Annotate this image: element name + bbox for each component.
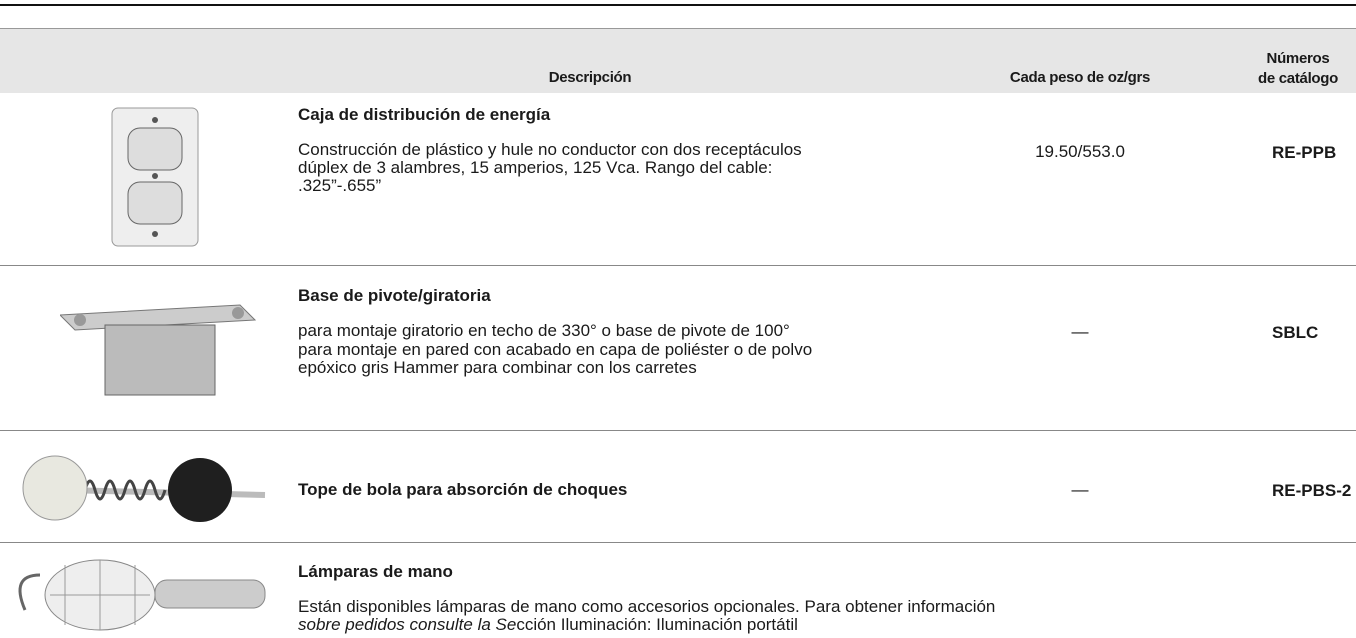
header-catalog: de catálogo: [1257, 70, 1339, 87]
header-band: [0, 28, 1356, 93]
item-description: Están disponibles lámparas de mano como …: [298, 597, 996, 616]
row-divider: [0, 542, 1356, 543]
item-description: para montaje en pared con acabado en cap…: [298, 340, 813, 359]
item-title: Lámparas de mano: [298, 562, 453, 581]
item-catalog: SBLC: [1272, 323, 1319, 342]
header-catalog: Números: [1266, 50, 1330, 67]
item-description: .325”-.655”: [298, 176, 382, 195]
product-image: [18, 559, 266, 631]
italic-text: sobre pedidos consulte la Se: [298, 615, 517, 634]
item-catalog: RE-PBS-2: [1272, 481, 1352, 500]
product-image: [111, 107, 199, 247]
item-weight: —: [1071, 480, 1089, 499]
row-divider: [0, 265, 1356, 266]
item-weight: —: [1071, 322, 1089, 341]
header-description: Descripción: [548, 69, 632, 86]
item-title: Base de pivote/giratoria: [298, 286, 491, 305]
item-title: Tope de bola para absorción de choques: [298, 480, 628, 499]
item-description: dúplex de 3 alambres, 15 amperios, 125 V…: [298, 158, 773, 177]
item-description: para montaje giratorio en techo de 330° …: [298, 321, 790, 340]
item-catalog: RE-PPB: [1272, 143, 1337, 162]
item-description: Construcción de plástico y hule no condu…: [298, 140, 802, 159]
header-weight: Cada peso de oz/grs: [1009, 69, 1151, 86]
row-divider: [0, 430, 1356, 431]
item-description: sobre pedidos consulte la Sección Ilumin…: [298, 615, 798, 635]
top-rule: [0, 4, 1356, 6]
product-image: [60, 304, 257, 396]
text: cción Iluminación: Iluminación portátil: [516, 615, 798, 634]
item-weight: 19.50/553.0: [1035, 142, 1125, 161]
item-title: Caja de distribución de energía: [298, 105, 551, 124]
item-description: epóxico gris Hammer para combinar con lo…: [298, 358, 697, 377]
product-image: [22, 455, 266, 522]
